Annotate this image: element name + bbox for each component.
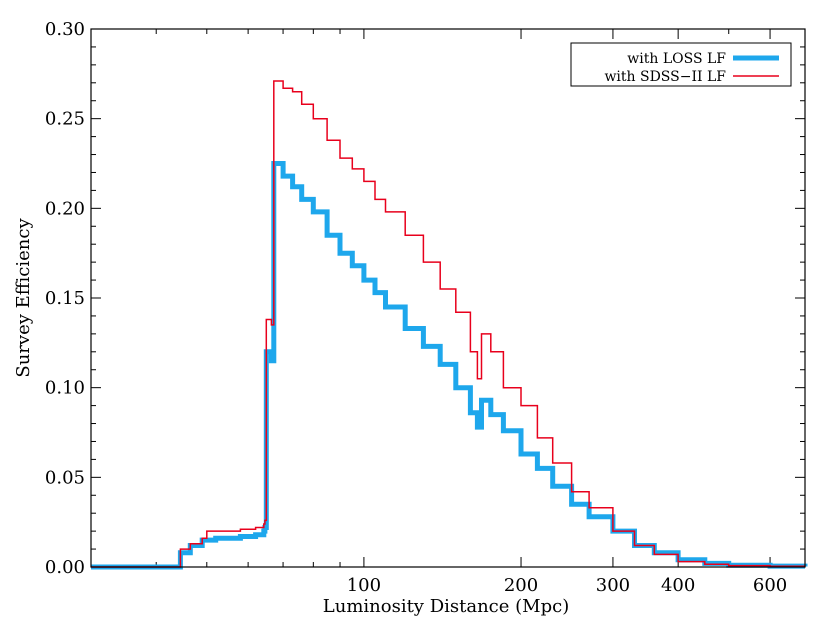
y-tick-label: 0.10 bbox=[45, 378, 85, 399]
y-tick-label: 0.15 bbox=[45, 288, 85, 309]
y-axis-title: Survey Efficiency bbox=[13, 218, 34, 378]
series-line-loss bbox=[91, 161, 808, 570]
x-tick-label: 400 bbox=[661, 575, 695, 596]
series-line-sdss bbox=[91, 80, 806, 568]
legend-label: with SDSS−II LF bbox=[604, 69, 726, 85]
y-tick-label: 0.20 bbox=[45, 198, 85, 219]
y-tick-label: 0.25 bbox=[45, 109, 85, 130]
y-tick-label: 0.30 bbox=[45, 19, 85, 40]
y-tick-label: 0.05 bbox=[45, 467, 85, 488]
x-axis-title: Luminosity Distance (Mpc) bbox=[323, 596, 569, 617]
x-tick-label: 300 bbox=[596, 575, 630, 596]
x-tick-label: 200 bbox=[504, 575, 538, 596]
series-layer bbox=[91, 80, 808, 570]
legend-box bbox=[570, 42, 792, 87]
x-tick-label: 100 bbox=[347, 575, 381, 596]
y-tick-label: 0.00 bbox=[45, 557, 85, 578]
y-axis-title-group: Survey Efficiency bbox=[13, 218, 34, 378]
x-tick-label: 600 bbox=[753, 575, 787, 596]
ticks: 0.00 0.05 0.10 0.15 0.20 0.25 0.30 100 200 300 400… bbox=[45, 19, 806, 596]
plot-frame bbox=[90, 28, 806, 568]
legend: with LOSS LF with SDSS−II LF bbox=[570, 42, 792, 87]
legend-label: with LOSS LF bbox=[627, 51, 726, 67]
